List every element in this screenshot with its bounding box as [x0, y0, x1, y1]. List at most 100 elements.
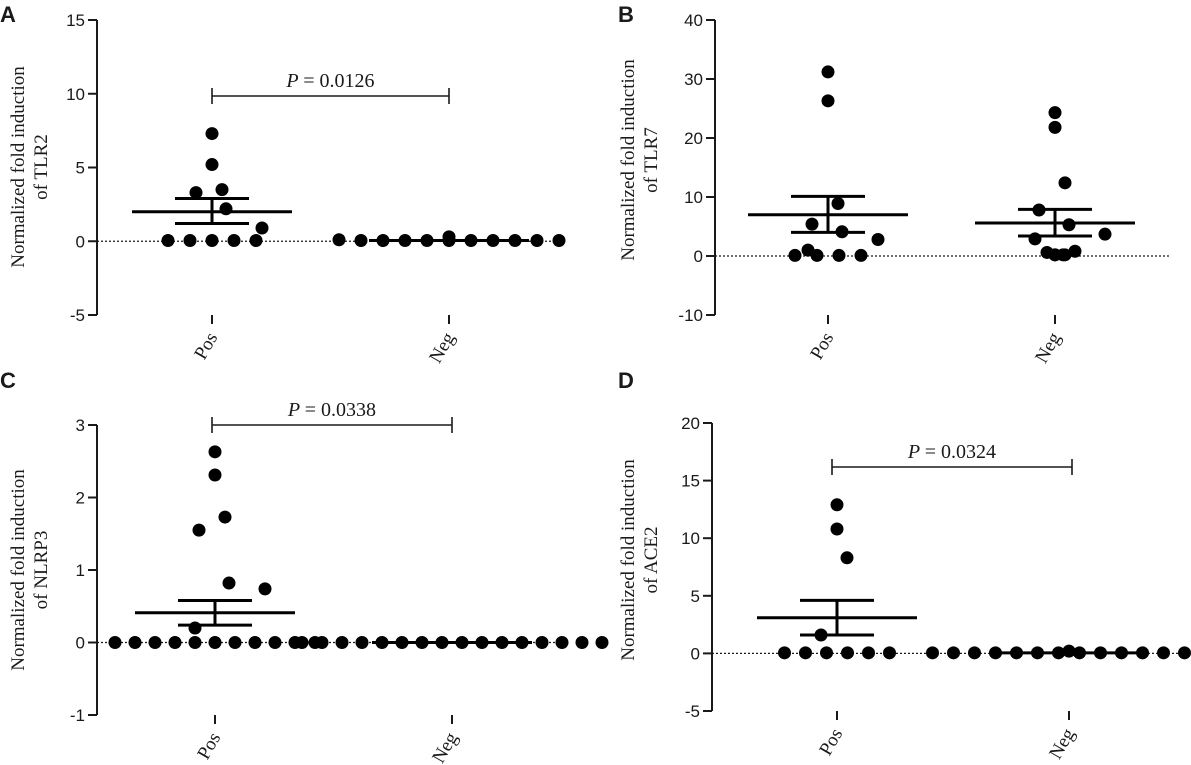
- panel-letter: C: [0, 368, 16, 393]
- x-category-label: Pos: [193, 729, 225, 763]
- data-point: [821, 65, 835, 79]
- panel-letter: D: [618, 368, 634, 393]
- data-point: [830, 522, 844, 536]
- data-point: [218, 510, 232, 524]
- y-axis-label: of TLR7: [641, 127, 662, 193]
- data-point: [840, 551, 854, 565]
- data-point: [968, 646, 981, 660]
- data-point: [148, 636, 162, 649]
- data-point: [820, 646, 833, 660]
- data-point: [315, 636, 329, 649]
- y-tick-label: 20: [684, 129, 703, 148]
- data-point: [168, 636, 182, 649]
- data-point: [1058, 248, 1072, 262]
- data-point: [227, 234, 241, 248]
- panel-c: C -1 0 1 2 3 Pos Neg Normalized fold induction of…: [0, 368, 609, 765]
- x-category-label: Pos: [815, 725, 847, 759]
- x-category-label: Pos: [190, 329, 222, 363]
- y-tick-label: -1: [70, 706, 85, 725]
- data-point: [208, 636, 222, 649]
- data-point: [355, 636, 369, 649]
- data-point: [215, 183, 229, 197]
- panel-letter: B: [618, 2, 634, 27]
- y-tick-label: 2: [76, 489, 85, 508]
- data-point: [832, 248, 846, 262]
- data-point: [810, 248, 824, 262]
- p-value-label: P = 0.0126: [285, 70, 374, 92]
- panel-a: A -5 0 5 10 15 Pos Neg Normalized fold induction…: [0, 2, 566, 367]
- data-point: [821, 94, 835, 108]
- data-point: [208, 468, 222, 482]
- data-point: [255, 221, 269, 235]
- y-tick-label: 5: [691, 587, 700, 606]
- data-point: [332, 233, 346, 247]
- data-point: [1068, 244, 1082, 258]
- y-axis-label: of NLRP3: [31, 531, 52, 610]
- data-point: [1062, 644, 1076, 658]
- data-point: [161, 234, 175, 248]
- x-category-label: Neg: [1031, 329, 1065, 367]
- y-tick-label: -5: [70, 306, 85, 325]
- y-tick-label: 20: [681, 414, 700, 433]
- y-tick-label: 0: [76, 232, 85, 251]
- p-value: = 0.0338: [305, 399, 376, 421]
- data-point: [805, 217, 819, 231]
- data-point: [1048, 248, 1062, 262]
- data-point: [1062, 218, 1076, 232]
- data-point: [219, 202, 233, 216]
- data-point: [1098, 227, 1112, 241]
- y-tick-label: 10: [66, 85, 85, 104]
- data-point: [1048, 106, 1062, 120]
- panel-b: B -10 0 10 20 30 40 Pos Neg Normalized fold induc…: [618, 2, 1170, 367]
- data-point: [189, 186, 203, 200]
- p-symbol: P: [907, 441, 925, 463]
- data-point: [788, 248, 802, 262]
- data-point: [335, 636, 349, 649]
- data-point: [188, 621, 202, 635]
- data-point: [1028, 232, 1042, 246]
- data-point: [192, 523, 206, 537]
- data-point: [535, 636, 549, 649]
- data-point: [128, 636, 142, 649]
- p-value: = 0.0324: [925, 441, 996, 463]
- data-point: [871, 232, 885, 246]
- data-point: [799, 646, 812, 660]
- data-point: [222, 576, 236, 590]
- data-point: [258, 582, 272, 596]
- data-point: [205, 234, 219, 248]
- data-point: [228, 636, 242, 649]
- p-symbol: P: [285, 70, 303, 92]
- data-point: [926, 646, 939, 660]
- x-category-label: Neg: [1045, 725, 1079, 763]
- p-symbol: P: [287, 399, 305, 421]
- data-point: [841, 646, 854, 660]
- y-tick-label: -10: [678, 306, 703, 325]
- data-point: [552, 234, 566, 248]
- data-point: [205, 127, 219, 141]
- y-axis-label: Normalized fold induction: [8, 469, 29, 671]
- data-point: [248, 636, 262, 649]
- data-point: [778, 646, 791, 660]
- data-point: [831, 196, 845, 210]
- y-axis-label: Normalized fold induction: [618, 459, 639, 661]
- data-point: [268, 636, 282, 649]
- y-tick-label: 15: [681, 472, 700, 491]
- data-point: [295, 636, 309, 649]
- y-tick-label: 40: [684, 11, 703, 30]
- data-point: [208, 445, 222, 459]
- data-point: [1058, 176, 1072, 190]
- y-tick-label: 5: [76, 159, 85, 178]
- data-point: [1178, 646, 1191, 660]
- data-point: [595, 636, 609, 649]
- data-point: [183, 234, 197, 248]
- panel-letter: A: [0, 2, 16, 27]
- data-point: [108, 636, 122, 649]
- data-point: [188, 636, 202, 649]
- y-tick-label: 1: [76, 561, 85, 580]
- y-tick-label: 3: [76, 416, 85, 435]
- y-tick-label: -5: [685, 702, 700, 721]
- p-value: = 0.0126: [303, 70, 374, 92]
- y-axis-label: Normalized fold induction: [8, 66, 29, 268]
- data-point: [854, 248, 868, 262]
